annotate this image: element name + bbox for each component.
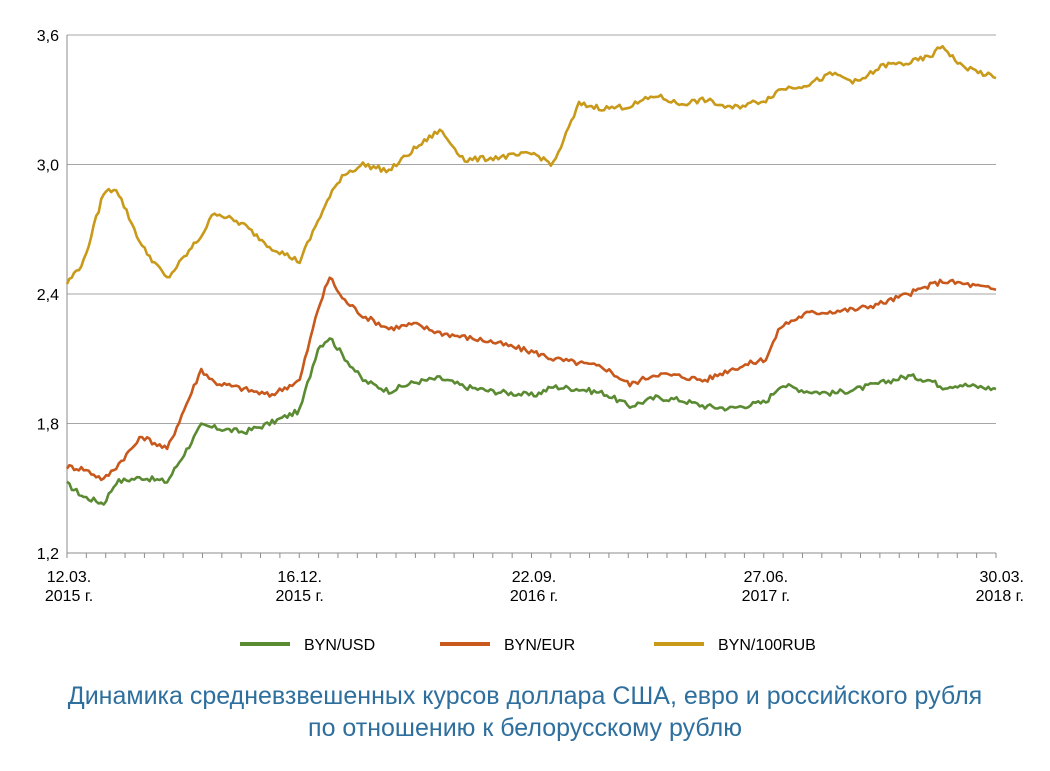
y-tick-label: 3,6: [37, 28, 59, 45]
x-tick-label: 30.03.: [980, 569, 1024, 586]
legend: BYN/USD BYN/EUR BYN/100RUB: [240, 637, 816, 654]
y-tick-label: 1,2: [37, 546, 59, 563]
axes: 1,2 1,8 2,4 3,0 3,6 12.03. 2015 г. 16.12. 2015 г…: [37, 28, 1024, 605]
chart-title-line-2: по отношению к белорусскому рублю: [308, 714, 742, 742]
series-line-byn-usd: [66, 337, 997, 506]
x-tick-label: 2015 г.: [275, 588, 323, 605]
x-tick-label: 16.12.: [277, 569, 321, 586]
x-tick-label: 2016 г.: [510, 588, 558, 605]
x-tick-label: 2017 г.: [742, 588, 790, 605]
legend-label: BYN/EUR: [504, 637, 575, 654]
x-tick-label: 12.03.: [47, 569, 91, 586]
x-tick-label: 2018 г.: [976, 588, 1024, 605]
y-tick-label: 1,8: [37, 417, 59, 434]
series-line-byn-eur: [65, 276, 997, 482]
x-tick-label: 2015 г.: [45, 588, 93, 605]
series-lines: [65, 44, 997, 506]
legend-label: BYN/USD: [304, 637, 375, 654]
chart: 1,2 1,8 2,4 3,0 3,6 12.03. 2015 г. 16.12. 2015 г…: [37, 28, 1024, 654]
y-tick-label: 3,0: [37, 158, 59, 175]
legend-label: BYN/100RUB: [718, 637, 816, 654]
chart-title-line-1: Динамика средневзвешенных курсов доллара…: [67, 682, 983, 710]
grid: [67, 34, 996, 424]
series-line-byn-100rub: [65, 44, 997, 285]
x-tick-label: 22.09.: [512, 569, 556, 586]
x-tick-label: 27.06.: [744, 569, 788, 586]
y-tick-label: 2,4: [37, 287, 59, 304]
